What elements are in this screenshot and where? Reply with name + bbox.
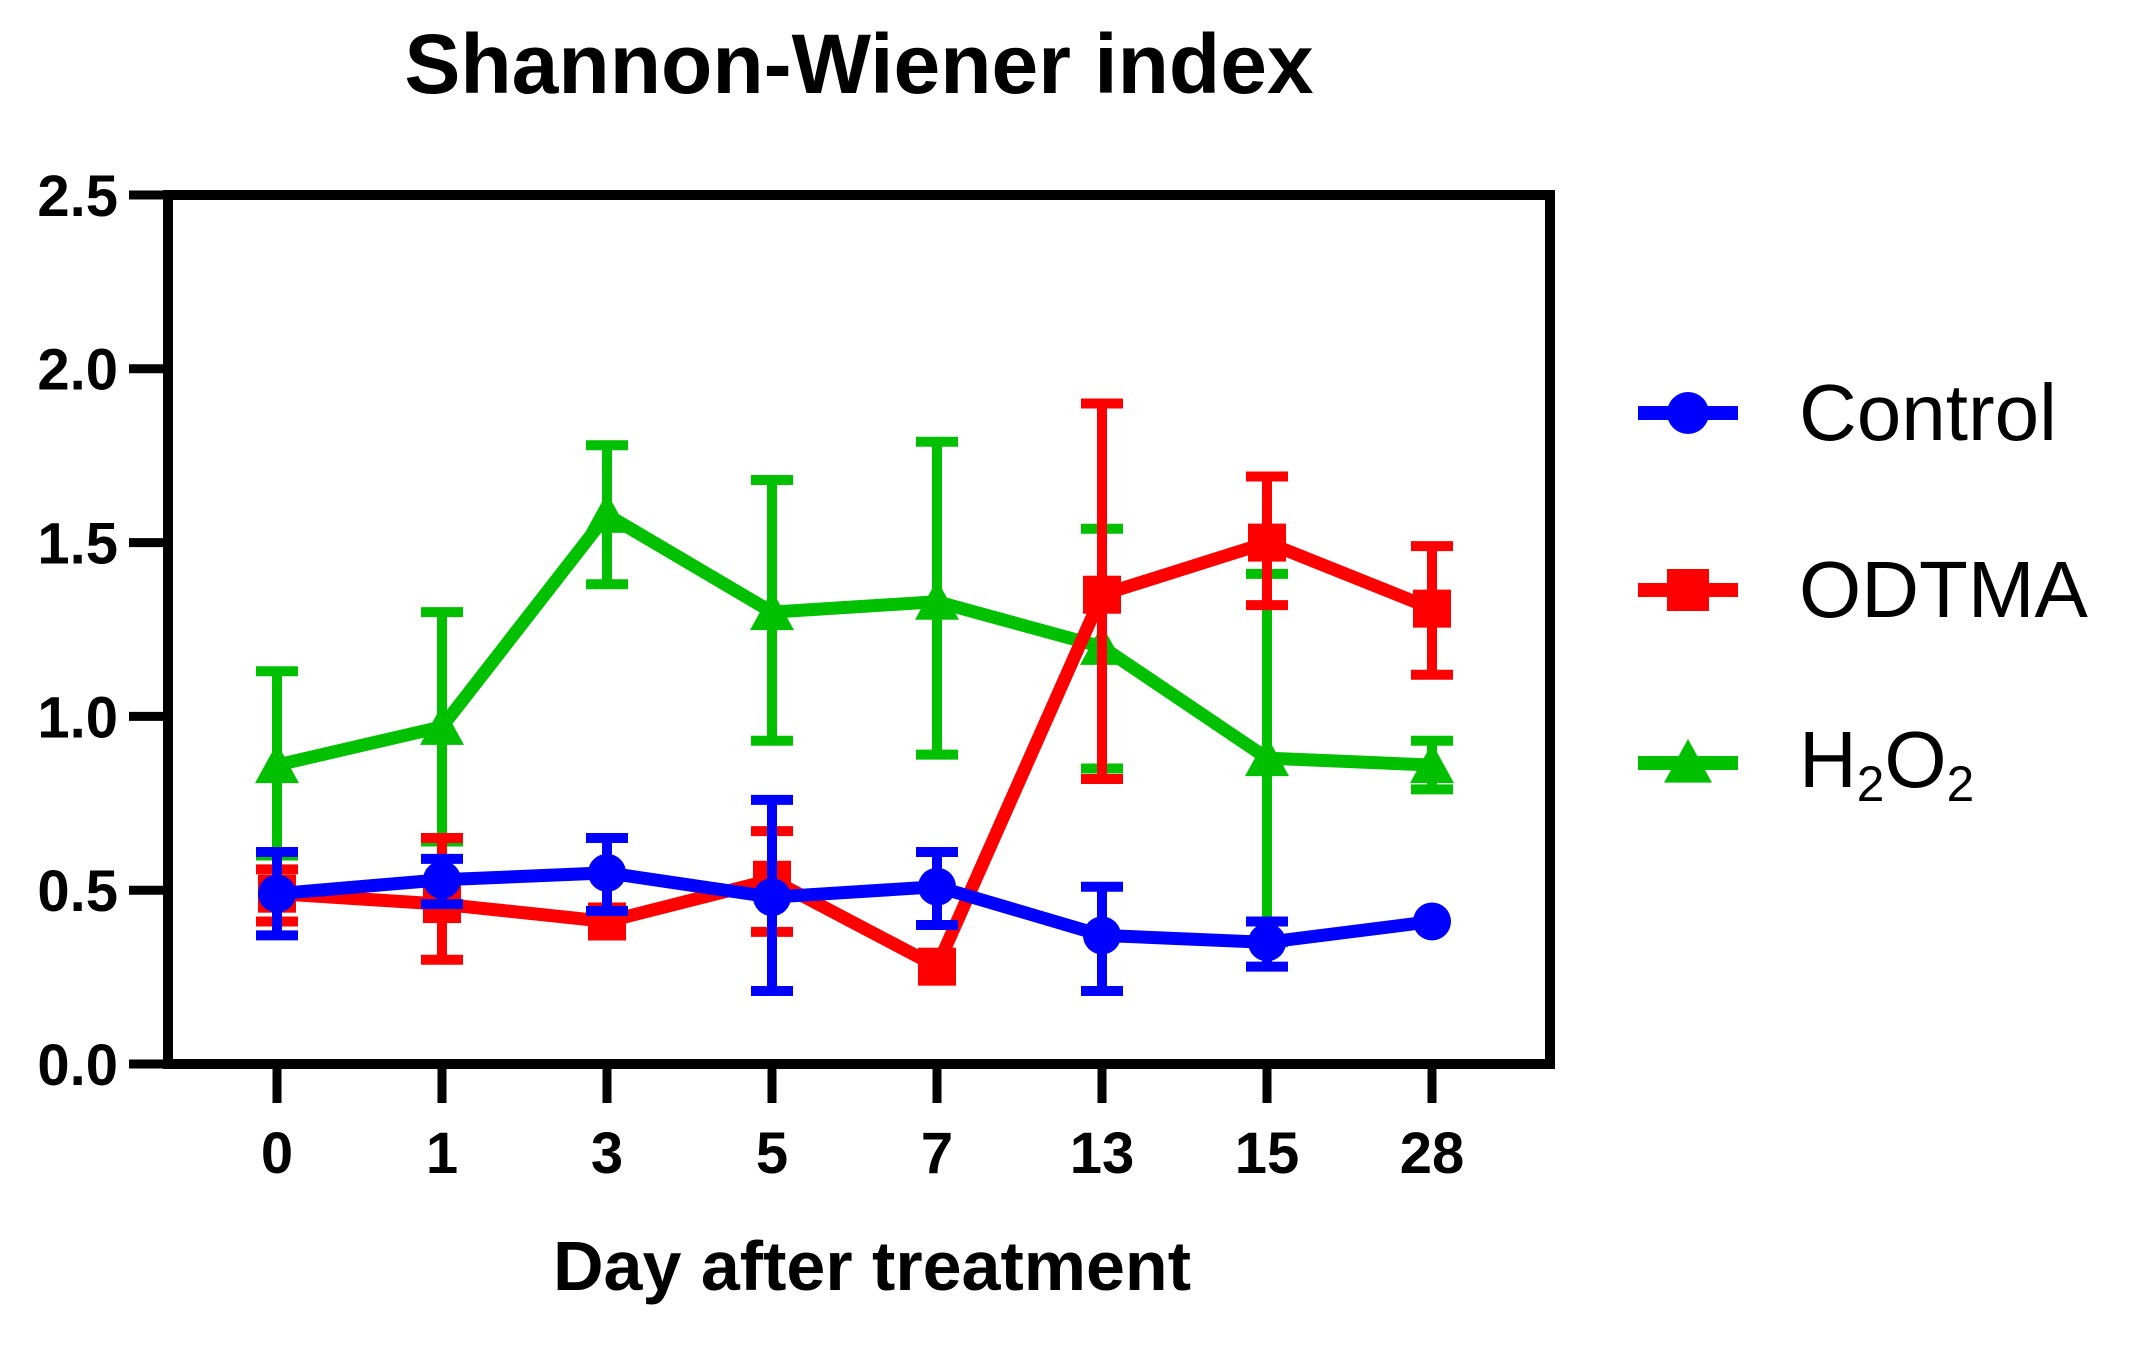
marker-circle	[1083, 916, 1121, 955]
x-axis-title: Day after treatment	[553, 1227, 1191, 1305]
marker-square	[1248, 523, 1286, 562]
y-tick-label: 0.5	[37, 859, 118, 924]
legend-marker-circle	[1638, 392, 1738, 434]
legend: Control ODTMA H2O2	[1628, 0, 2138, 1345]
y-tick-label: 1.5	[37, 511, 118, 576]
marker-triangle	[1410, 743, 1454, 784]
series-Control	[256, 794, 1451, 997]
marker-triangle	[915, 579, 959, 620]
x-tick-label: 3	[591, 1121, 623, 1186]
chart-title: Shannon-Wiener index	[404, 17, 1314, 111]
legend-item-label: Control	[1799, 368, 2057, 457]
y-tick-label: 0.0	[37, 1033, 118, 1098]
marker-circle	[258, 874, 296, 913]
marker-circle	[1248, 923, 1286, 962]
legend-item-H2O2: H2O2	[1633, 713, 1974, 813]
y-axis-ticks: 0.0 0.5 1.0 1.5 2.0 2.5	[37, 164, 163, 1098]
y-tick-label: 1.0	[37, 685, 118, 750]
legend-item-label: H2O2	[1799, 714, 1975, 812]
marker-triangle	[420, 704, 464, 745]
x-tick-label: 5	[756, 1121, 788, 1186]
marker-triangle	[1664, 739, 1712, 783]
series-H2O2	[255, 436, 1454, 948]
marker-triangle	[750, 590, 794, 631]
y-tick-label: 2.0	[37, 338, 118, 403]
x-tick-label: 13	[1070, 1121, 1135, 1186]
marker-triangle	[585, 492, 629, 533]
marker-square	[1083, 575, 1121, 614]
legend-marker-square	[1638, 569, 1738, 611]
marker-circle	[1413, 902, 1451, 941]
x-tick-label: 15	[1235, 1121, 1300, 1186]
x-tick-label: 7	[921, 1121, 953, 1186]
marker-circle	[753, 878, 791, 917]
x-axis-ticks: 0 1 3 5 7 13 15 28	[261, 1069, 1464, 1186]
legend-marker-triangle	[1638, 739, 1738, 783]
x-tick-label: 0	[261, 1121, 293, 1186]
marker-circle	[1667, 392, 1709, 434]
marker-circle	[588, 853, 626, 892]
marker-triangle	[255, 743, 299, 784]
x-tick-label: 1	[426, 1121, 458, 1186]
marker-triangle	[1245, 736, 1289, 777]
legend-item-ODTMA: ODTMA	[1633, 540, 2088, 640]
legend-item-label: ODTMA	[1799, 545, 2088, 634]
x-tick-label: 28	[1400, 1121, 1465, 1186]
series-line-Control	[276, 866, 1433, 949]
marker-square	[1667, 569, 1709, 611]
axis-frame	[163, 190, 1555, 1069]
series-line-H2O2	[275, 506, 1433, 772]
marker-square	[1413, 589, 1451, 628]
series-line-ODTMA	[276, 535, 1435, 976]
marker-square	[918, 947, 956, 986]
y-tick-label: 2.5	[37, 164, 118, 229]
marker-circle	[918, 867, 956, 906]
legend-item-Control: Control	[1633, 363, 2057, 463]
marker-circle	[423, 860, 461, 899]
